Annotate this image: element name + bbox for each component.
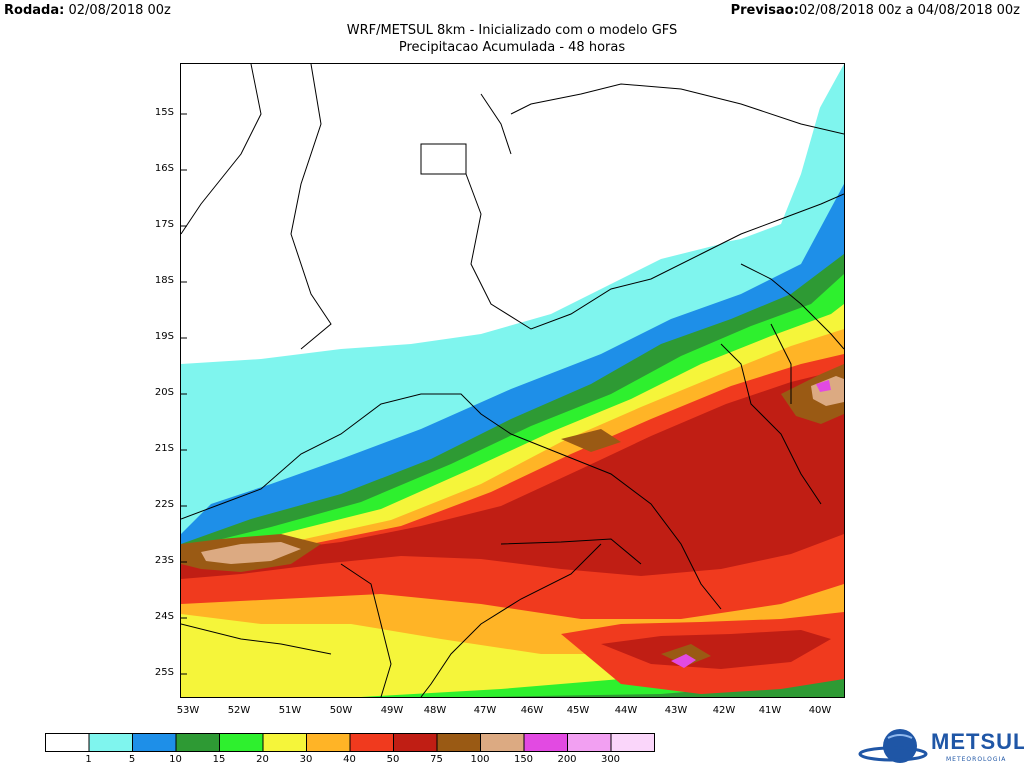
logo-tagline: METEOROLOGIA — [946, 756, 1007, 763]
lon-label-47w: 47W — [473, 705, 497, 716]
run-date-label: Rodada: 02/08/2018 00z — [4, 3, 171, 18]
colorbar-level-label: 300 — [600, 754, 621, 765]
lat-label-16s: 16S — [154, 163, 174, 174]
lon-label-45w: 45W — [566, 705, 590, 716]
metsul-logo: METSUL METEOROLOGIA — [858, 724, 1024, 770]
globe-icon — [858, 729, 928, 763]
lat-label-22s: 22S — [154, 499, 174, 510]
colorbar-level-label: 15 — [212, 754, 226, 765]
colorbar-swatch — [610, 733, 655, 752]
lat-label-21s: 21S — [154, 443, 174, 454]
forecast-period-label: Previsao:02/08/2018 00z a 04/08/2018 00z — [730, 3, 1020, 18]
colorbar-swatch — [523, 733, 568, 752]
colorbar-swatch — [132, 733, 177, 752]
forecast-period-value: 02/08/2018 00z a 04/08/2018 00z — [798, 3, 1020, 18]
lat-label-19s: 19S — [154, 331, 174, 342]
lon-label-46w: 46W — [520, 705, 544, 716]
lon-label-42w: 42W — [712, 705, 736, 716]
colorbar-swatch — [567, 733, 612, 752]
lat-label-23s: 23S — [154, 555, 174, 566]
colorbar-level-label: 10 — [169, 754, 182, 765]
colorbar-swatch — [219, 733, 264, 752]
lon-label-53w: 53W — [176, 705, 200, 716]
colorbar-level-label: 5 — [128, 754, 136, 765]
lat-label-20s: 20S — [154, 387, 174, 398]
colorbar-swatch — [349, 733, 394, 752]
lon-label-43w: 43W — [664, 705, 688, 716]
colorbar-level-label: 30 — [299, 754, 313, 765]
lat-label-18s: 18S — [154, 275, 174, 286]
lon-label-49w: 49W — [380, 705, 404, 716]
colorbar-level-label: 50 — [386, 754, 400, 765]
lon-label-50w: 50W — [329, 705, 353, 716]
colorbar-swatch — [88, 733, 133, 752]
colorbar-swatch — [45, 733, 90, 752]
lon-label-40w: 40W — [808, 705, 832, 716]
colorbar-swatch — [393, 733, 438, 752]
colorbar-level-label: 1 — [85, 754, 92, 765]
lon-label-48w: 48W — [423, 705, 447, 716]
colorbar-level-label: 200 — [557, 754, 577, 765]
colorbar-level-label: 75 — [430, 754, 443, 765]
colorbar-swatch — [480, 733, 525, 752]
precipitation-field — [181, 64, 844, 697]
colorbar-level-label: 20 — [256, 754, 269, 765]
lon-label-41w: 41W — [758, 705, 782, 716]
logo-name: METSUL — [931, 729, 1024, 754]
lat-label-17s: 17S — [154, 219, 174, 230]
colorbar-swatch — [175, 733, 220, 752]
precipitation-map — [180, 63, 845, 698]
colorbar-swatch — [436, 733, 481, 752]
run-date-value: 02/08/2018 00z — [68, 3, 171, 18]
colorbar-level-label: 40 — [343, 754, 356, 765]
map-subtitle: Precipitacao Acumulada - 48 horas — [398, 40, 626, 55]
colorbar-swatch — [262, 733, 307, 752]
lon-label-52w: 52W — [227, 705, 251, 716]
lat-label-15s: 15S — [154, 107, 174, 118]
map-title: WRF/METSUL 8km - Inicializado com o mode… — [346, 23, 678, 38]
colorbar-level-label: 100 — [470, 754, 490, 765]
lat-label-25s: 25S — [154, 667, 174, 678]
colorbar-level-label: 150 — [513, 754, 534, 765]
precipitation-colorbar — [45, 733, 655, 752]
lon-label-44w: 44W — [614, 705, 638, 716]
colorbar-swatch — [306, 733, 351, 752]
lat-label-24s: 24S — [154, 611, 174, 622]
lon-label-51w: 51W — [278, 705, 302, 716]
